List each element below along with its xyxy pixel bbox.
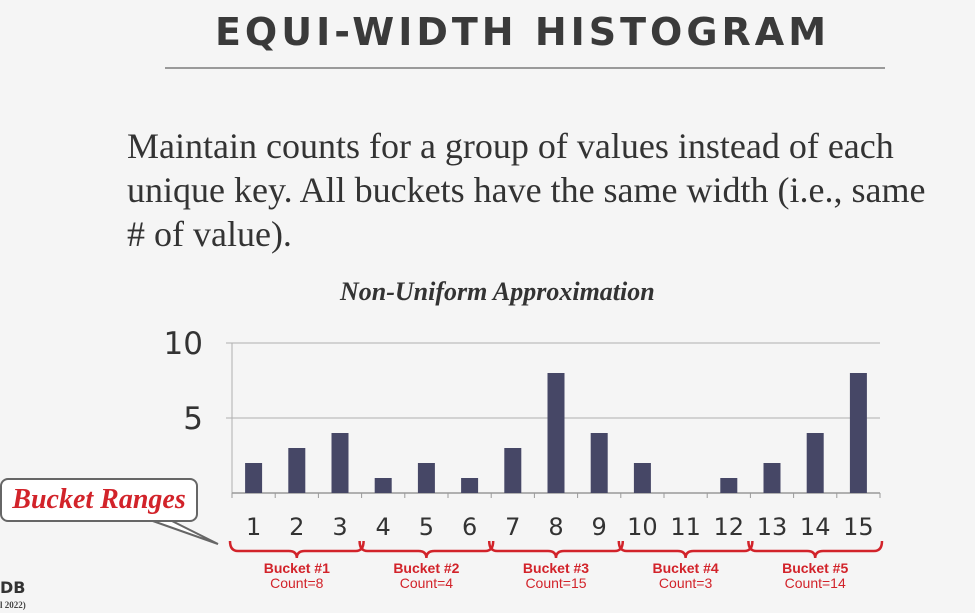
x-tick-label: 1 bbox=[246, 513, 261, 541]
x-tick-label: 8 bbox=[548, 513, 563, 541]
bucket-ranges-callout: Bucket Ranges bbox=[0, 478, 198, 522]
title-divider bbox=[165, 67, 885, 69]
slide-body-text: Maintain counts for a group of values in… bbox=[127, 126, 926, 254]
histogram-bar bbox=[245, 463, 263, 493]
bucket-name-label: Bucket #3 bbox=[523, 560, 589, 576]
bucket-count-label: Count=15 bbox=[525, 575, 586, 591]
chart-title: Non-Uniform Approximation bbox=[340, 277, 655, 306]
x-tick-label: 10 bbox=[627, 513, 658, 541]
bucket-bracket bbox=[617, 540, 754, 559]
x-tick-label: 9 bbox=[592, 513, 607, 541]
x-tick-label: 2 bbox=[289, 513, 304, 541]
footer-logo: DB bbox=[0, 578, 26, 597]
histogram-bar bbox=[547, 373, 565, 493]
histogram-bar bbox=[849, 373, 867, 493]
bucket-count-label: Count=3 bbox=[659, 575, 713, 591]
footer-year: l 2022) bbox=[0, 600, 26, 610]
x-tick-label: 13 bbox=[757, 513, 788, 541]
x-tick-label: 6 bbox=[462, 513, 477, 541]
bucket-bracket bbox=[228, 540, 365, 559]
x-tick-label: 5 bbox=[419, 513, 434, 541]
histogram-bar bbox=[417, 463, 435, 493]
x-tick-label: 3 bbox=[332, 513, 347, 541]
histogram-bar bbox=[504, 448, 522, 493]
bucket-bracket bbox=[747, 540, 884, 559]
bucket-name-label: Bucket #5 bbox=[782, 560, 848, 576]
histogram-bar bbox=[461, 478, 479, 493]
histogram-bar bbox=[633, 463, 651, 493]
x-tick-label: 7 bbox=[505, 513, 520, 541]
x-tick-label: 11 bbox=[670, 513, 701, 541]
x-tick-label: 12 bbox=[714, 513, 745, 541]
bucket-bracket bbox=[358, 540, 495, 559]
x-tick-label: 4 bbox=[376, 513, 391, 541]
y-tick-label: 10 bbox=[164, 326, 203, 362]
bucket-name-label: Bucket #2 bbox=[393, 560, 459, 576]
bucket-count-label: Count=8 bbox=[270, 575, 324, 591]
bucket-count-label: Count=4 bbox=[400, 575, 454, 591]
slide-title: EQUI-WIDTH HISTOGRAM bbox=[214, 10, 831, 54]
histogram-bar bbox=[763, 463, 781, 493]
bucket-name-label: Bucket #1 bbox=[264, 560, 330, 576]
histogram-bar bbox=[331, 433, 349, 493]
histogram-bar bbox=[590, 433, 608, 493]
histogram-bar bbox=[720, 478, 738, 493]
bucket-count-label: Count=14 bbox=[785, 575, 846, 591]
bucket-name-label: Bucket #4 bbox=[653, 560, 719, 576]
histogram-bar bbox=[806, 433, 824, 493]
histogram-bar bbox=[288, 448, 306, 493]
histogram-bar bbox=[374, 478, 392, 493]
x-tick-label: 14 bbox=[800, 513, 831, 541]
bucket-bracket bbox=[487, 540, 625, 559]
callout-pointer bbox=[149, 519, 219, 545]
y-tick-label: 5 bbox=[183, 401, 203, 437]
x-tick-label: 15 bbox=[843, 513, 874, 541]
